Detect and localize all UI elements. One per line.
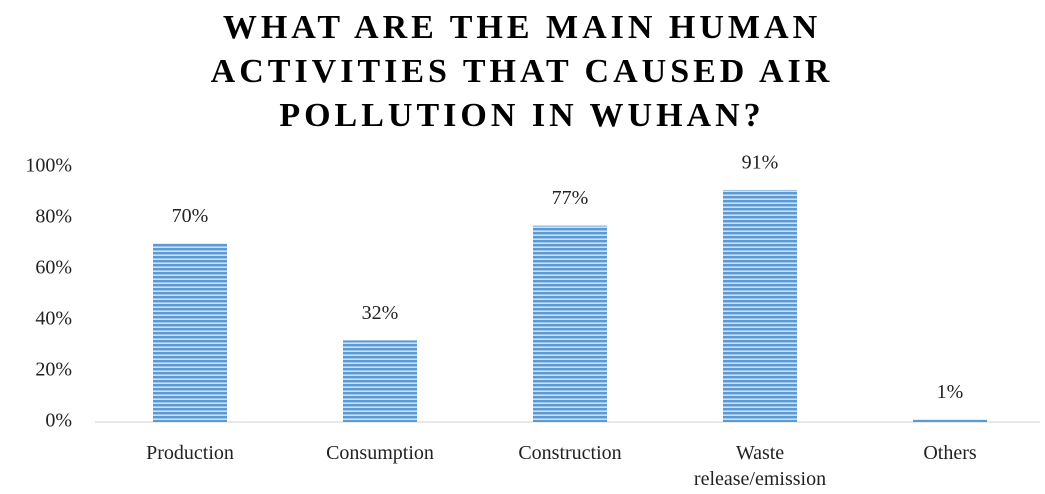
y-tick-label: 40% — [35, 308, 72, 330]
bar — [723, 189, 797, 422]
bar — [153, 243, 227, 422]
data-label: 70% — [172, 205, 209, 227]
x-tick-label: Production — [146, 442, 234, 464]
x-tick-label: Others — [923, 442, 977, 464]
y-tick-label: 100% — [25, 155, 72, 177]
bar — [913, 419, 987, 422]
y-tick-label: 60% — [35, 257, 72, 279]
data-label: 1% — [937, 381, 964, 403]
chart-title: WHAT ARE THE MAIN HUMAN ACTIVITIES THAT … — [210, 9, 834, 134]
data-label: 77% — [552, 187, 589, 209]
data-label: 32% — [362, 302, 399, 324]
x-tick-label: Construction — [518, 442, 622, 464]
bar — [343, 340, 417, 422]
x-tick-label: Waste release/emission — [693, 442, 827, 490]
y-tick-label: 80% — [35, 206, 72, 228]
x-tick-label: Consumption — [326, 442, 434, 464]
y-tick-label: 20% — [35, 359, 72, 381]
bar — [533, 225, 607, 422]
data-label: 91% — [742, 152, 779, 174]
y-tick-label: 0% — [45, 410, 72, 432]
